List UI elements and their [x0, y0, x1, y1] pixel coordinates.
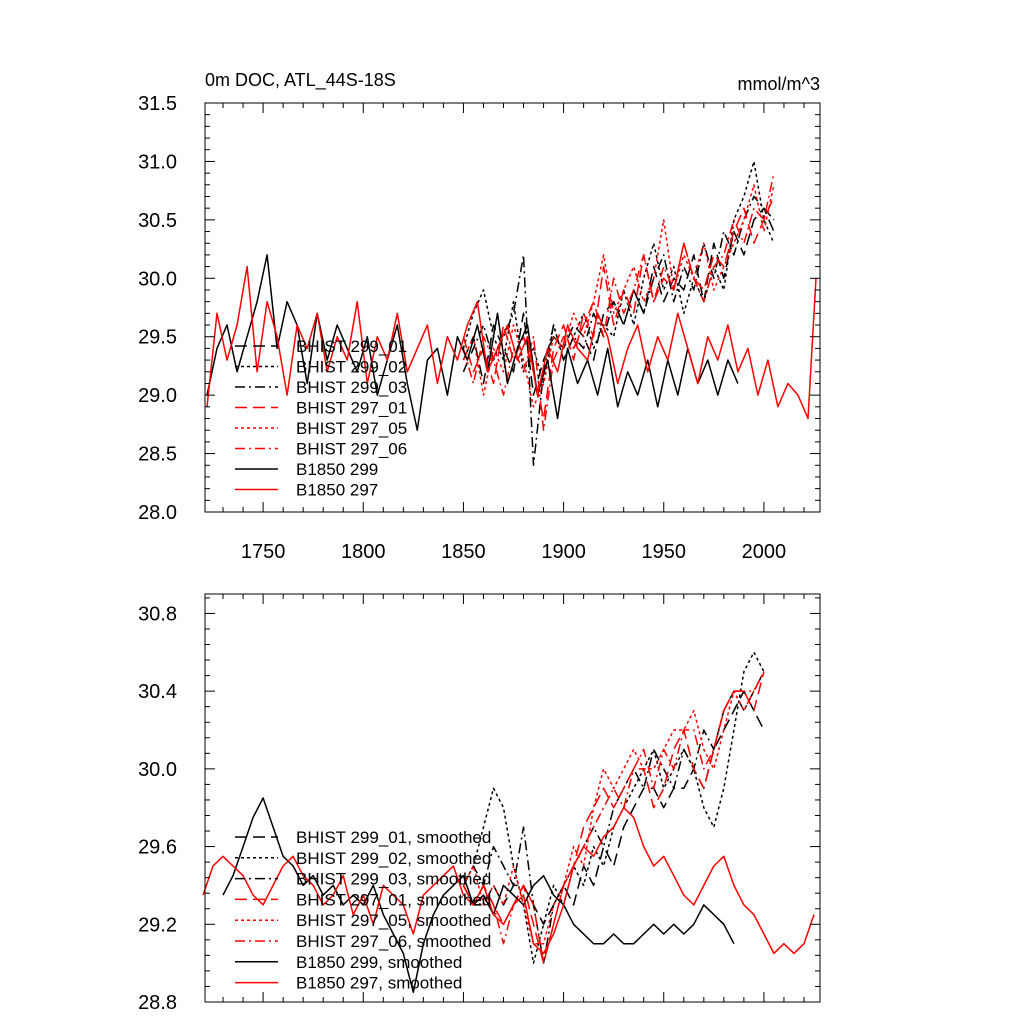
top-x-tick-label: 1950	[641, 541, 686, 563]
bottom-legend: BHIST 299_01, smoothed BHIST 299_02, smoo…	[235, 828, 491, 993]
bottom-legend-label: BHIST 299_02, smoothed	[296, 849, 491, 868]
top-y-tick-label: 31.0	[138, 151, 177, 173]
top-y-tick-label: 28.0	[138, 502, 177, 524]
top-series-bhist-299-01	[462, 207, 775, 396]
top-series-b1850-297	[206, 265, 817, 420]
top-title-right: mmol/m^3	[738, 74, 820, 94]
top-series-bhist-297-06	[462, 172, 775, 431]
bottom-y-tick-label: 30.4	[138, 681, 177, 703]
top-legend-label: B1850 299	[296, 460, 378, 479]
bottom-series-bhist-299-03-smoothed	[462, 671, 765, 964]
bottom-series-bhist-297-05-smoothed	[462, 671, 765, 945]
top-x-tick-label: 1800	[341, 541, 386, 563]
top-legend-label: B1850 297	[296, 481, 378, 500]
bottom-legend-label: BHIST 297_01, smoothed	[296, 890, 491, 909]
top-y-tick-label: 30.5	[138, 210, 177, 232]
top-plot-frame	[204, 102, 821, 513]
top-axis-group: 1750 1800 1850 1900 1950 2000 28.0 28.5 29.0 29.5…	[138, 93, 821, 563]
top-y-tick-label: 30.0	[138, 268, 177, 290]
top-series-bhist-299-03	[462, 195, 775, 467]
bottom-y-tick-label: 30.0	[138, 759, 177, 781]
bottom-series-b1850-297-smoothed	[202, 806, 815, 955]
bottom-legend-label: B1850 299, smoothed	[296, 953, 462, 972]
top-legend-label: BHIST 299_03	[296, 378, 407, 397]
top-legend-label: BHIST 297_05	[296, 419, 407, 438]
bottom-legend-label: BHIST 299_03, smoothed	[296, 870, 491, 889]
top-title-left: 0m DOC, ATL_44S-18S	[205, 70, 396, 91]
bottom-y-tick-label: 30.8	[138, 603, 177, 625]
bottom-y-tick-label: 29.6	[138, 837, 177, 859]
bottom-plot-frame	[204, 593, 821, 1003]
top-legend-label: BHIST 299_02	[296, 358, 407, 377]
top-series-group	[206, 160, 817, 467]
top-legend-label: BHIST 297_01	[296, 399, 407, 418]
top-y-tick-label: 29.0	[138, 385, 177, 407]
bottom-panel: 28.8 29.2 29.6 30.0 30.4 30.8 BHIST 299_01, s…	[138, 593, 821, 1014]
top-x-tick-label: 1900	[541, 541, 586, 563]
bottom-legend-label: B1850 297, smoothed	[296, 974, 462, 993]
top-x-tick-label: 1850	[441, 541, 486, 563]
top-y-tick-label: 31.5	[138, 93, 177, 115]
top-legend-label: BHIST 297_06	[296, 440, 407, 459]
top-y-tick-label: 29.5	[138, 327, 177, 349]
bottom-legend-label: BHIST 299_01, smoothed	[296, 828, 491, 847]
top-y-tick-label: 28.5	[138, 444, 177, 466]
bottom-axis-group: 28.8 29.2 29.6 30.0 30.4 30.8	[138, 593, 821, 1014]
top-x-tick-label: 2000	[742, 541, 787, 563]
top-legend-label: BHIST 299_01	[296, 337, 407, 356]
bottom-series-group	[202, 651, 815, 994]
top-series-bhist-299-02	[462, 160, 775, 385]
bottom-legend-label: BHIST 297_05, smoothed	[296, 911, 491, 930]
top-x-tick-label: 1750	[241, 541, 286, 563]
bottom-y-tick-label: 28.8	[138, 992, 177, 1014]
top-panel: 0m DOC, ATL_44S-18S mmol/m^3 1750 1800 185…	[138, 70, 821, 563]
top-series-bhist-297-05	[462, 184, 775, 408]
bottom-y-tick-label: 29.2	[138, 914, 177, 936]
bottom-legend-label: BHIST 297_06, smoothed	[296, 932, 491, 951]
